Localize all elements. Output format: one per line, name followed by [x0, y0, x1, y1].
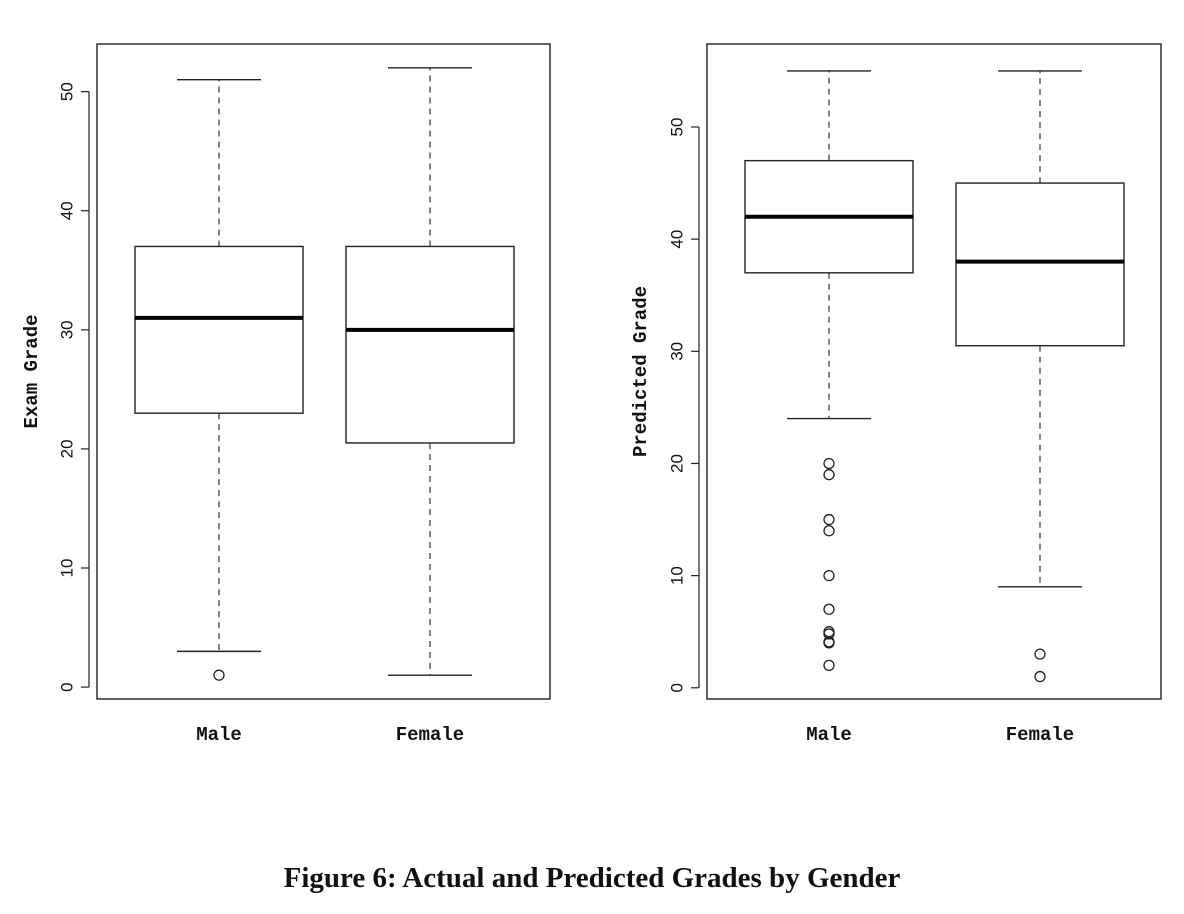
plot-frame	[96, 43, 551, 700]
x-category-label: Male	[806, 724, 852, 746]
y-axis-title: Exam Grade	[21, 314, 43, 428]
x-category-label: Female	[396, 724, 464, 746]
plot-frame	[706, 43, 1162, 700]
outlier-point	[823, 569, 835, 582]
y-axis-title: Predicted Grade	[630, 286, 652, 457]
y-tick-label: 50	[668, 118, 687, 137]
chart-panel-1: 0 10 20 30 40 50 Exam Grade Male Female	[21, 43, 551, 746]
outlier-point	[823, 457, 835, 470]
y-tick-label: 40	[668, 230, 687, 249]
x-category-label: Female	[1006, 724, 1074, 746]
y-tick-label: 10	[58, 559, 77, 578]
y-tick-label: 30	[668, 342, 687, 361]
outlier-point	[823, 603, 835, 615]
y-tick-label: 10	[668, 566, 687, 585]
chart-panel-2: 0 10 20 30 40 50 Predicted Grade Male Female	[630, 43, 1162, 746]
y-tick-label: 40	[58, 201, 77, 220]
box-female	[345, 67, 515, 676]
outlier-point	[1034, 648, 1046, 660]
y-tick-label: 20	[58, 439, 77, 458]
box-female	[955, 70, 1125, 683]
outlier-point	[823, 469, 835, 481]
box-male	[134, 79, 304, 681]
iqr-box	[345, 245, 515, 444]
y-tick-label: 50	[58, 82, 77, 101]
outlier-point	[823, 626, 835, 638]
outlier-point	[823, 525, 835, 537]
x-category-label: Male	[196, 724, 242, 746]
outlier-point	[823, 628, 835, 640]
y-tick-label: 20	[668, 454, 687, 473]
figure-caption: Figure 6: Actual and Predicted Grades by…	[283, 862, 901, 894]
y-tick-label: 30	[58, 320, 77, 339]
box-male	[744, 70, 914, 672]
outlier-point	[1034, 670, 1046, 683]
y-tick-label: 0	[58, 682, 77, 691]
iqr-box	[955, 182, 1125, 347]
outlier-point	[823, 637, 835, 649]
y-tick-label: 0	[668, 683, 687, 692]
outlier-point	[213, 669, 225, 681]
iqr-box	[134, 245, 304, 414]
outlier-point	[823, 513, 835, 526]
outlier-point	[823, 659, 835, 672]
